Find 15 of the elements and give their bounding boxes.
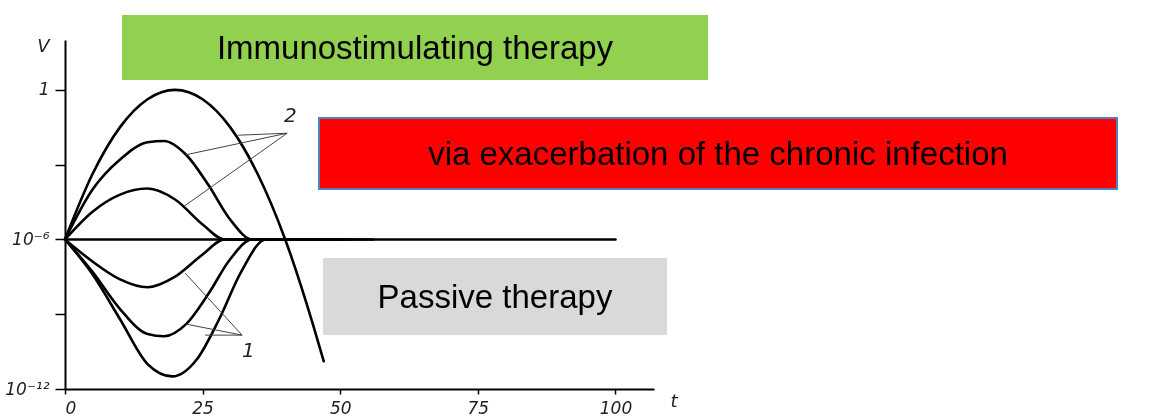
annotation: 1 [242, 338, 255, 363]
x-tick-label: 0 [65, 397, 77, 418]
y-tick-label: 10⁻¹² [5, 378, 50, 399]
x-tick-label: 50 [329, 397, 352, 418]
y-tick-label: 1 [38, 79, 50, 100]
y-axis-title: V [37, 34, 52, 56]
caption-box: Passive therapy [323, 258, 667, 335]
caption-box: via exacerbation of the chronic infection [318, 117, 1118, 190]
x-axis-title: t [670, 389, 679, 411]
x-tick-label: 100 [599, 397, 633, 418]
x-tick-label: 75 [467, 397, 490, 418]
annotation: 2 [284, 102, 297, 127]
x-tick-label: 25 [192, 397, 214, 418]
y-tick-label: 10⁻⁶ [12, 228, 50, 249]
caption-box: Immunostimulating therapy [122, 15, 708, 80]
